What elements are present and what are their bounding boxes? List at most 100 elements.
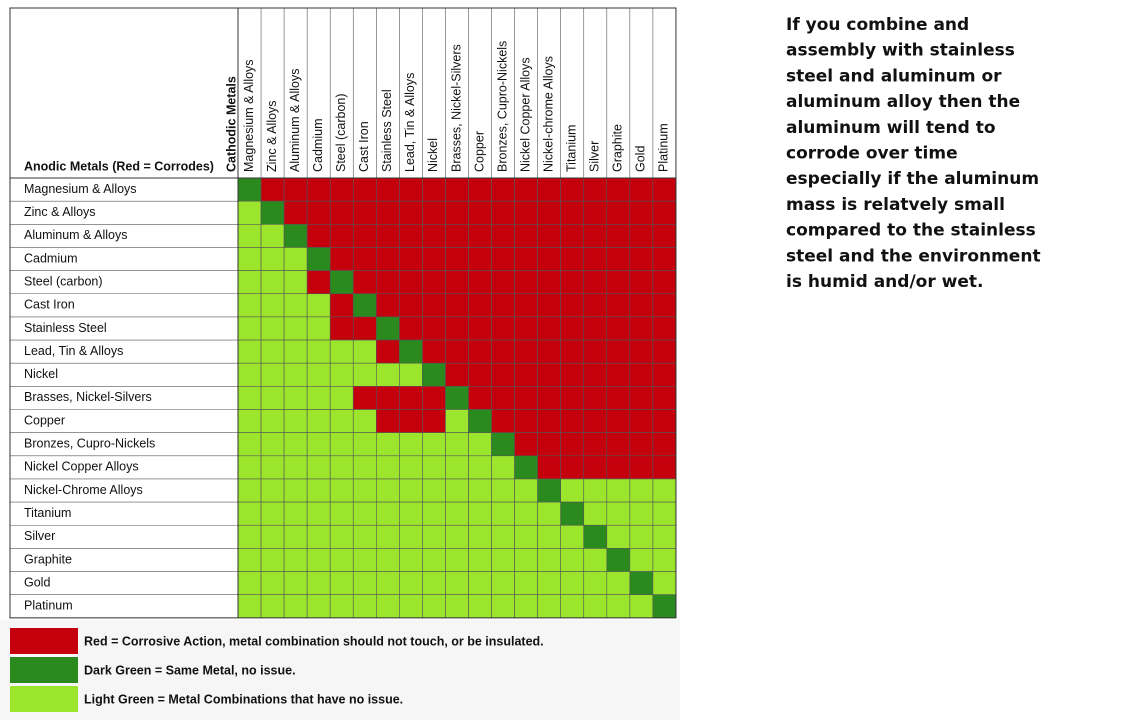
- cell: [375, 177, 400, 202]
- cell: [375, 548, 400, 572]
- column-label: Titanium: [565, 125, 579, 172]
- note-line: aluminum alloy then the: [786, 92, 1020, 112]
- cell: [606, 316, 631, 341]
- cell: [260, 386, 285, 410]
- note-line: is humid and/or wet.: [786, 272, 983, 292]
- cell: [445, 524, 469, 549]
- cell: [399, 594, 423, 619]
- cell: [329, 594, 354, 619]
- cell: [583, 316, 608, 341]
- cell: [560, 270, 585, 295]
- cell: [468, 200, 492, 225]
- cell: [629, 339, 654, 364]
- cell: [329, 293, 354, 318]
- row-label: Lead, Tin & Alloys: [24, 344, 123, 358]
- note-line: aluminum will tend to: [786, 118, 996, 138]
- cell: [399, 409, 423, 433]
- row-label: Stainless Steel: [24, 321, 107, 335]
- table-frame: [9, 7, 677, 619]
- cell: [399, 478, 423, 503]
- cell: [606, 409, 631, 433]
- cell: [491, 200, 515, 225]
- cell: [468, 594, 492, 619]
- legend-label: Red = Corrosive Action, metal combinatio…: [84, 634, 544, 648]
- cell: [491, 362, 515, 387]
- cell: [560, 200, 585, 225]
- column-label: Nickel Copper Alloys: [518, 57, 532, 172]
- cell: [329, 177, 354, 202]
- cell: [306, 247, 331, 271]
- cell: [375, 571, 400, 595]
- cell: [537, 316, 562, 341]
- cell: [422, 270, 446, 295]
- cell: [375, 409, 400, 433]
- cell: [329, 316, 354, 341]
- cell: [422, 177, 446, 202]
- cell: [606, 548, 631, 572]
- cell: [514, 386, 538, 410]
- cell: [237, 362, 262, 387]
- cell: [445, 386, 469, 410]
- column-label: Silver: [588, 141, 602, 172]
- cell: [237, 316, 262, 341]
- cell: [445, 270, 469, 295]
- cell: [560, 316, 585, 341]
- column-axis-label: Cathodic Metals: [224, 76, 238, 172]
- cell: [399, 432, 423, 457]
- cell: [652, 386, 677, 410]
- cell: [352, 247, 377, 271]
- cell: [375, 200, 400, 225]
- cell: [260, 571, 285, 595]
- cell: [514, 478, 538, 503]
- cell: [352, 409, 377, 433]
- cell: [560, 177, 585, 202]
- cell: [445, 316, 469, 341]
- cell: [514, 409, 538, 433]
- cell: [306, 200, 331, 225]
- cell: [329, 571, 354, 595]
- cell: [306, 293, 331, 318]
- cell: [560, 247, 585, 271]
- cell: [352, 478, 377, 503]
- cell: [399, 501, 423, 526]
- cell: [468, 571, 492, 595]
- cell: [537, 548, 562, 572]
- cell: [468, 224, 492, 248]
- cell: [260, 432, 285, 457]
- legend-swatch: [10, 686, 78, 712]
- cell: [468, 362, 492, 387]
- cell: [606, 339, 631, 364]
- cell: [399, 548, 423, 572]
- cell: [652, 177, 677, 202]
- cell: [606, 247, 631, 271]
- row-axis-label: Anodic Metals (Red = Corrodes): [24, 159, 214, 173]
- cell: [260, 501, 285, 526]
- row-label: Silver: [24, 529, 55, 543]
- note-line: especially if the aluminum: [786, 169, 1039, 189]
- cell: [237, 478, 262, 503]
- cell: [491, 478, 515, 503]
- cell: [237, 247, 262, 271]
- cell: [445, 455, 469, 480]
- cell: [583, 501, 608, 526]
- cell: [583, 200, 608, 225]
- cell: [468, 316, 492, 341]
- cell: [537, 386, 562, 410]
- column-label: Cadmium: [311, 119, 325, 173]
- cell: [583, 594, 608, 619]
- cell: [468, 455, 492, 480]
- cell: [491, 455, 515, 480]
- cell: [352, 293, 377, 318]
- cell: [560, 293, 585, 318]
- cell: [491, 177, 515, 202]
- cell: [491, 548, 515, 572]
- cell: [445, 432, 469, 457]
- column-label: Copper: [472, 131, 486, 172]
- cell: [652, 524, 677, 549]
- cell: [652, 362, 677, 387]
- cell: [629, 362, 654, 387]
- cell: [329, 432, 354, 457]
- cell: [399, 293, 423, 318]
- cell: [491, 339, 515, 364]
